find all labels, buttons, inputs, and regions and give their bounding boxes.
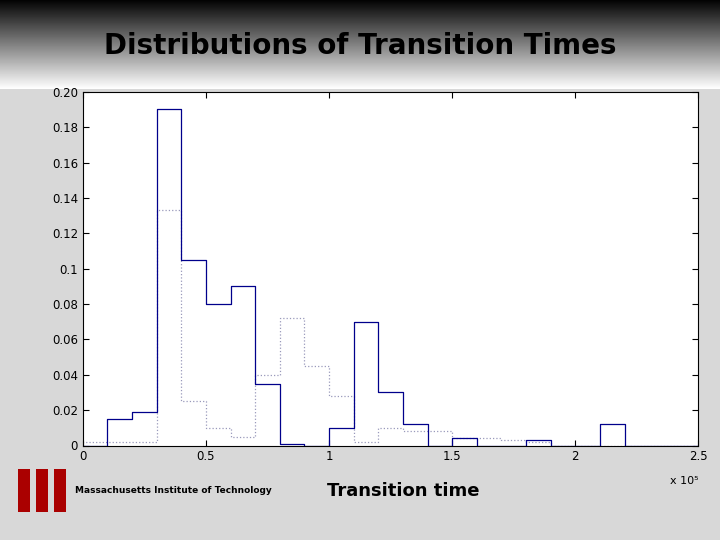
Text: Distributions of Transition Times: Distributions of Transition Times bbox=[104, 32, 616, 60]
Bar bbox=[18, 469, 30, 512]
Bar bbox=[54, 469, 66, 512]
Bar bbox=[36, 469, 48, 512]
Bar bbox=[36, 482, 48, 499]
Text: x 10⁵: x 10⁵ bbox=[670, 476, 698, 485]
Text: Transition time: Transition time bbox=[327, 482, 480, 500]
Text: Massachusetts Institute of Technology: Massachusetts Institute of Technology bbox=[75, 486, 271, 495]
